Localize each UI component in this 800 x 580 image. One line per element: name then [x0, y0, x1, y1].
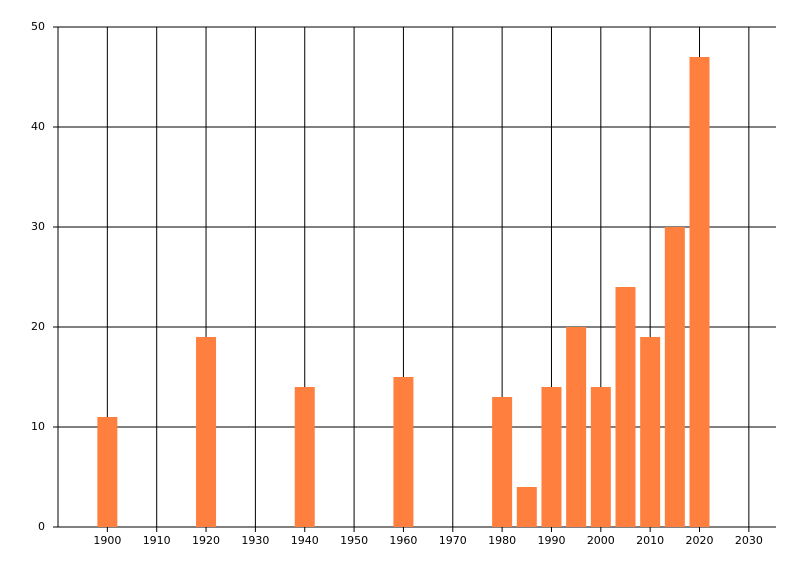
- y-tick-label: 30: [31, 220, 45, 233]
- x-tick-label: 1950: [340, 534, 368, 547]
- y-tick-label: 40: [31, 120, 45, 133]
- x-tick-label: 2010: [636, 534, 664, 547]
- y-tick-label: 0: [38, 520, 45, 533]
- bar: [516, 487, 537, 527]
- x-tick-label: 1990: [537, 534, 565, 547]
- x-tick-label: 1920: [192, 534, 220, 547]
- x-tick-label: 1940: [291, 534, 319, 547]
- x-tick-label: 1900: [93, 534, 121, 547]
- bar: [689, 57, 710, 527]
- x-tick-label: 1980: [488, 534, 516, 547]
- x-tick-label: 1910: [143, 534, 171, 547]
- x-tick-label: 2020: [686, 534, 714, 547]
- bar: [393, 377, 414, 527]
- bar: [541, 387, 562, 527]
- bar: [640, 337, 661, 527]
- y-tick-label: 20: [31, 320, 45, 333]
- bar: [566, 327, 587, 527]
- x-tick-label: 2000: [587, 534, 615, 547]
- bar: [590, 387, 611, 527]
- x-tick-label: 1930: [241, 534, 269, 547]
- x-tick-label: 1960: [389, 534, 417, 547]
- bar: [615, 287, 636, 527]
- bar: [294, 387, 315, 527]
- y-tick-label: 10: [31, 420, 45, 433]
- bar: [97, 417, 118, 527]
- bar: [492, 397, 513, 527]
- bar: [664, 227, 685, 527]
- bar: [196, 337, 217, 527]
- x-tick-label: 2030: [735, 534, 763, 547]
- x-tick-label: 1970: [439, 534, 467, 547]
- y-tick-label: 50: [31, 20, 45, 33]
